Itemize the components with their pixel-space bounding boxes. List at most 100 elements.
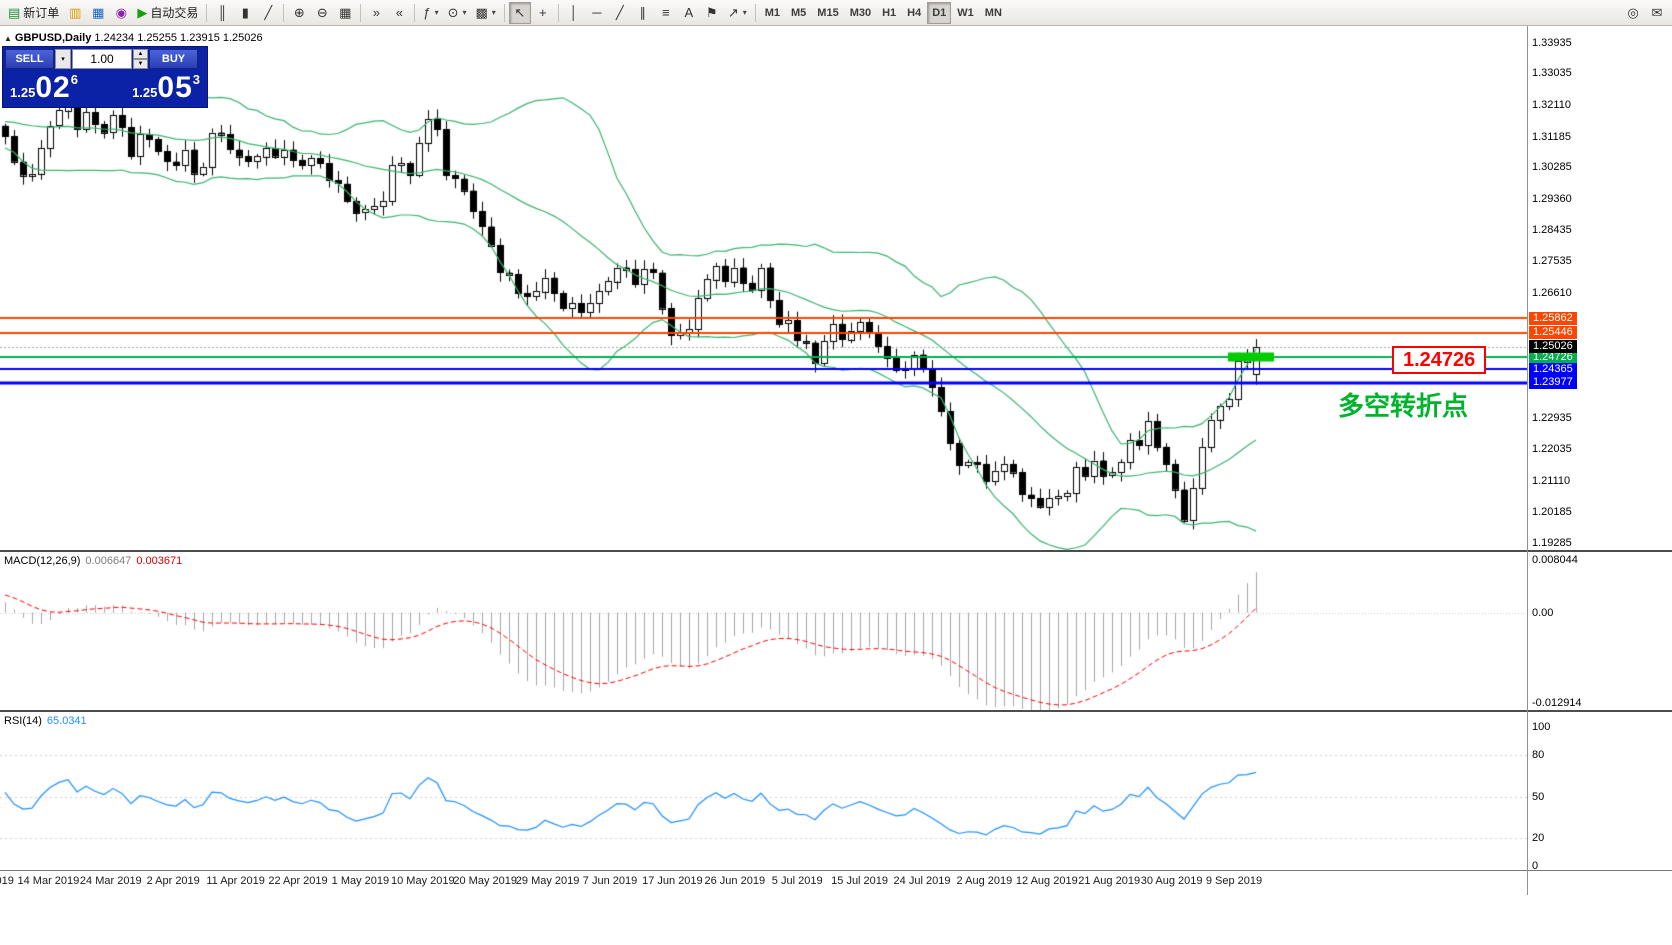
trendline-icon: ╱ xyxy=(615,5,624,20)
timeframe-h4-button[interactable]: H4 xyxy=(902,2,926,24)
timeframe-w1-button[interactable]: W1 xyxy=(952,2,979,24)
templates-button[interactable]: ▩ ▾ xyxy=(472,2,500,24)
turning-point-note[interactable]: 多空转折点 xyxy=(1338,391,1469,421)
price-callout-box[interactable]: 1.24726 xyxy=(1392,346,1487,374)
time-axis-label: 7 Jun 2019 xyxy=(582,875,638,887)
time-axis-label: 14 Mar 2019 xyxy=(17,875,80,887)
tile-windows-button[interactable]: ▦ xyxy=(334,2,356,24)
text-icon: A xyxy=(684,5,694,20)
time-axis-label: 12 Aug 2019 xyxy=(1015,875,1078,887)
rsi-chart-canvas[interactable] xyxy=(0,712,1527,870)
chart-profile-icon: ▥ xyxy=(69,5,82,20)
time-axis-label: 21 Aug 2019 xyxy=(1078,875,1141,887)
buy-button[interactable]: BUY xyxy=(149,49,198,69)
arrows-dropdown-icon: ▾ xyxy=(742,8,747,17)
timeframe-m30-button[interactable]: M30 xyxy=(845,2,876,24)
volume-input[interactable] xyxy=(72,49,132,69)
text-label-icon: ⚑ xyxy=(705,5,718,20)
timeframe-d1-button[interactable]: D1 xyxy=(927,1,952,24)
volume-spinner: ▲ ▼ xyxy=(133,49,148,69)
volume-up-button[interactable]: ▲ xyxy=(133,49,148,59)
chat-button[interactable]: ✉ xyxy=(1646,2,1668,24)
toolbar-separator xyxy=(414,3,416,22)
chat-icon: ✉ xyxy=(1651,5,1663,20)
hline-price-tag: 1.25862 xyxy=(1529,311,1577,325)
zoom-in-button[interactable]: ⊕ xyxy=(288,2,310,24)
auto-scroll-icon: » xyxy=(372,5,380,20)
one-click-trading-panel: SELL ▾ ▲ ▼ BUY 1.25026 1.25053 xyxy=(2,46,208,108)
toolbar-separator xyxy=(754,3,756,22)
bid-big-digits: 02 xyxy=(35,71,71,104)
equidistant-channel-icon: ∥ xyxy=(639,5,647,20)
indicators-button[interactable]: ƒ ▾ xyxy=(419,2,442,24)
volume-dropdown-button[interactable]: ▾ xyxy=(55,49,71,69)
hline-price-tag: 1.24365 xyxy=(1529,362,1577,376)
autotrading-button[interactable]: ▶ 自动交易 xyxy=(133,2,202,24)
zoom-out-icon: ⊖ xyxy=(316,5,328,20)
timeframe-m1-button[interactable]: M1 xyxy=(760,2,785,24)
chart-profile-button[interactable]: ▥ xyxy=(64,2,86,24)
terminal-window-button[interactable]: ▦ xyxy=(87,2,109,24)
periods-button[interactable]: ⊙ ▾ xyxy=(444,2,471,24)
fibonacci-retracement-button[interactable]: ≡ xyxy=(655,2,677,24)
periods-dropdown-icon: ▾ xyxy=(462,8,467,17)
time-axis-label: 2 Aug 2019 xyxy=(956,875,1013,887)
time-axis-label: 24 Mar 2019 xyxy=(79,875,142,887)
timeframe-h1-button[interactable]: H1 xyxy=(877,2,901,24)
time-axis-label: 29 May 2019 xyxy=(515,875,580,887)
timeframe-mn-button[interactable]: MN xyxy=(980,2,1007,24)
bar-chart-button[interactable]: ║ xyxy=(211,2,233,24)
price-axis-label: 1.33035 xyxy=(1532,67,1572,80)
rsi-title: RSI(14) 65.0341 xyxy=(4,715,87,727)
templates-icon: ▩ xyxy=(475,5,488,20)
price-axis-label: 1.33935 xyxy=(1532,36,1572,49)
pane-separator[interactable] xyxy=(0,550,1672,552)
equidistant-channel-button[interactable]: ∥ xyxy=(632,2,654,24)
horizontal-line-button[interactable]: ─ xyxy=(586,2,608,24)
new-order-icon: ▤ xyxy=(8,5,21,20)
candlestick-chart-button[interactable]: ▮ xyxy=(234,2,256,24)
macd-signal-value: 0.003671 xyxy=(136,555,183,567)
price-chart-canvas[interactable] xyxy=(0,26,1527,550)
crosshair-button[interactable]: + xyxy=(532,2,554,24)
line-chart-button[interactable]: ╱ xyxy=(257,2,279,24)
arrows-button[interactable]: ↗ ▾ xyxy=(724,2,751,24)
sell-button[interactable]: SELL xyxy=(5,49,54,69)
timeframe-m15-button[interactable]: M15 xyxy=(812,2,843,24)
price-axis-label: 1.19285 xyxy=(1532,536,1572,549)
strategy-tester-icon: ◉ xyxy=(115,5,127,20)
time-axis-label: 20 May 2019 xyxy=(453,875,517,887)
macd-chart-canvas[interactable] xyxy=(0,552,1527,710)
price-axis-label: 1.26610 xyxy=(1532,286,1572,299)
tile-windows-icon: ▦ xyxy=(339,5,352,20)
time-axis-label: 10 May 2019 xyxy=(390,875,455,887)
ask-price: 1.25053 xyxy=(132,70,200,110)
zoom-out-button[interactable]: ⊖ xyxy=(311,2,333,24)
chart-shift-button[interactable]: « xyxy=(388,2,410,24)
price-axis-label: 1.27535 xyxy=(1532,255,1572,268)
bid-prefix: 1.25 xyxy=(10,85,36,100)
chart-shift-icon: « xyxy=(395,5,403,20)
time-axis-label: 26 Jun 2019 xyxy=(704,875,766,887)
time-axis-label: 17 Jun 2019 xyxy=(642,875,703,887)
text-label-button[interactable]: ⚑ xyxy=(701,2,723,24)
search-button[interactable]: ◎ xyxy=(1622,2,1644,24)
price-axis-label: 1.30285 xyxy=(1532,161,1572,174)
rsi-pane: RSI(14) 65.0341 100 80 50 20 0 xyxy=(0,712,1672,872)
vertical-line-button[interactable]: │ xyxy=(563,2,585,24)
cursor-button[interactable]: ↖ xyxy=(508,1,531,24)
bid-price: 1.25026 xyxy=(10,70,78,110)
strategy-tester-button[interactable]: ◉ xyxy=(110,2,132,24)
text-button[interactable]: A xyxy=(678,2,700,24)
crosshair-icon: + xyxy=(539,5,547,20)
volume-down-button[interactable]: ▼ xyxy=(133,59,148,69)
new-order-button[interactable]: ▤ 新订单 xyxy=(4,2,63,24)
auto-scroll-button[interactable]: » xyxy=(365,2,387,24)
trendline-button[interactable]: ╱ xyxy=(609,2,631,24)
one-click-panel-toggle-icon[interactable]: ▲ xyxy=(4,34,12,43)
time-axis-label: 24 Jul 2019 xyxy=(893,875,951,887)
timeframe-m5-button[interactable]: M5 xyxy=(786,2,811,24)
macd-axis-label: 0.00 xyxy=(1532,606,1554,619)
pane-separator[interactable] xyxy=(0,710,1672,712)
